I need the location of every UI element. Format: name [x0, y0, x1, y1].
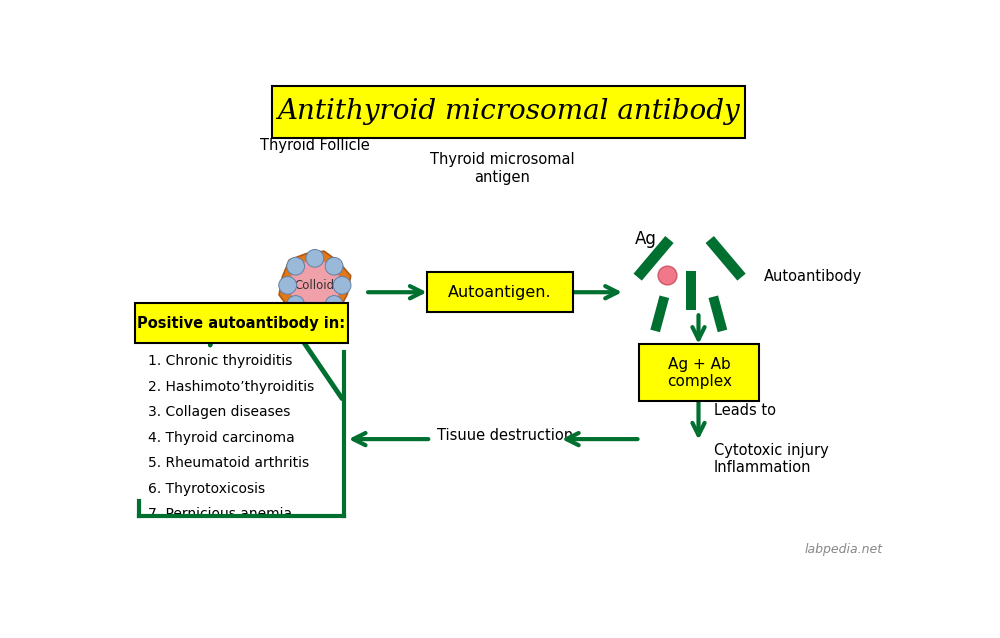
- Text: Thyroid microsomal
antigen: Thyroid microsomal antigen: [430, 152, 575, 184]
- Polygon shape: [633, 236, 674, 281]
- FancyBboxPatch shape: [427, 272, 573, 313]
- Ellipse shape: [287, 257, 305, 275]
- Text: 7. Pernicious anemia: 7. Pernicious anemia: [148, 507, 292, 521]
- FancyBboxPatch shape: [639, 345, 759, 401]
- Text: labpedia.net: labpedia.net: [805, 542, 883, 556]
- Ellipse shape: [289, 260, 341, 311]
- Text: Autoantibody: Autoantibody: [764, 269, 863, 284]
- Text: Autoantigen.: Autoantigen.: [448, 285, 552, 300]
- Text: 2. Hashimoto’thyroiditis: 2. Hashimoto’thyroiditis: [148, 380, 314, 394]
- Text: Leads to: Leads to: [714, 403, 776, 418]
- Ellipse shape: [325, 257, 343, 275]
- Text: Colloid: Colloid: [295, 279, 335, 292]
- Ellipse shape: [279, 276, 297, 294]
- Text: Ag: Ag: [635, 230, 657, 248]
- Polygon shape: [279, 251, 351, 320]
- Text: 3. Collagen diseases: 3. Collagen diseases: [148, 405, 291, 419]
- Text: 5. Rheumatoid arthritis: 5. Rheumatoid arthritis: [148, 456, 309, 470]
- Text: Cytotoxic injury
Inflammation: Cytotoxic injury Inflammation: [714, 443, 829, 475]
- FancyBboxPatch shape: [135, 303, 348, 343]
- Ellipse shape: [287, 295, 305, 313]
- Ellipse shape: [306, 304, 324, 321]
- Text: 1. Chronic thyroiditis: 1. Chronic thyroiditis: [148, 354, 293, 368]
- Text: Tisuue destruction: Tisuue destruction: [437, 427, 573, 443]
- Ellipse shape: [306, 249, 324, 267]
- Ellipse shape: [333, 276, 351, 294]
- Polygon shape: [708, 295, 727, 332]
- Ellipse shape: [325, 295, 343, 313]
- Polygon shape: [686, 271, 696, 310]
- Text: Antithyroid microsomal antibody: Antithyroid microsomal antibody: [277, 98, 740, 126]
- Polygon shape: [706, 236, 746, 281]
- Text: 4. Thyroid carcinoma: 4. Thyroid carcinoma: [148, 431, 295, 445]
- Text: 6. Thyrotoxicosis: 6. Thyrotoxicosis: [148, 482, 265, 496]
- Text: Positive autoantibody in:: Positive autoantibody in:: [137, 316, 345, 330]
- Text: Ag + Ab
complex: Ag + Ab complex: [667, 357, 732, 389]
- Text: Thyroid Follicle: Thyroid Follicle: [260, 138, 370, 152]
- FancyBboxPatch shape: [272, 86, 745, 138]
- Polygon shape: [650, 295, 669, 332]
- Ellipse shape: [658, 266, 677, 285]
